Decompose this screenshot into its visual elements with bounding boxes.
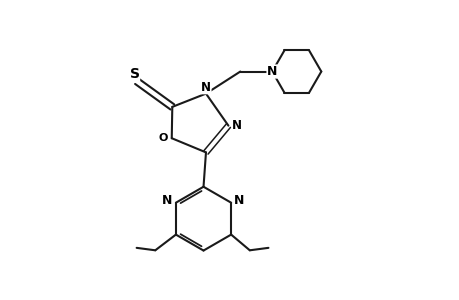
Text: N: N bbox=[201, 81, 211, 94]
Text: N: N bbox=[234, 194, 244, 207]
Text: S: S bbox=[129, 67, 139, 81]
Text: N: N bbox=[162, 194, 173, 207]
Text: N: N bbox=[232, 119, 242, 132]
Text: O: O bbox=[158, 133, 167, 143]
Text: N: N bbox=[267, 65, 277, 78]
